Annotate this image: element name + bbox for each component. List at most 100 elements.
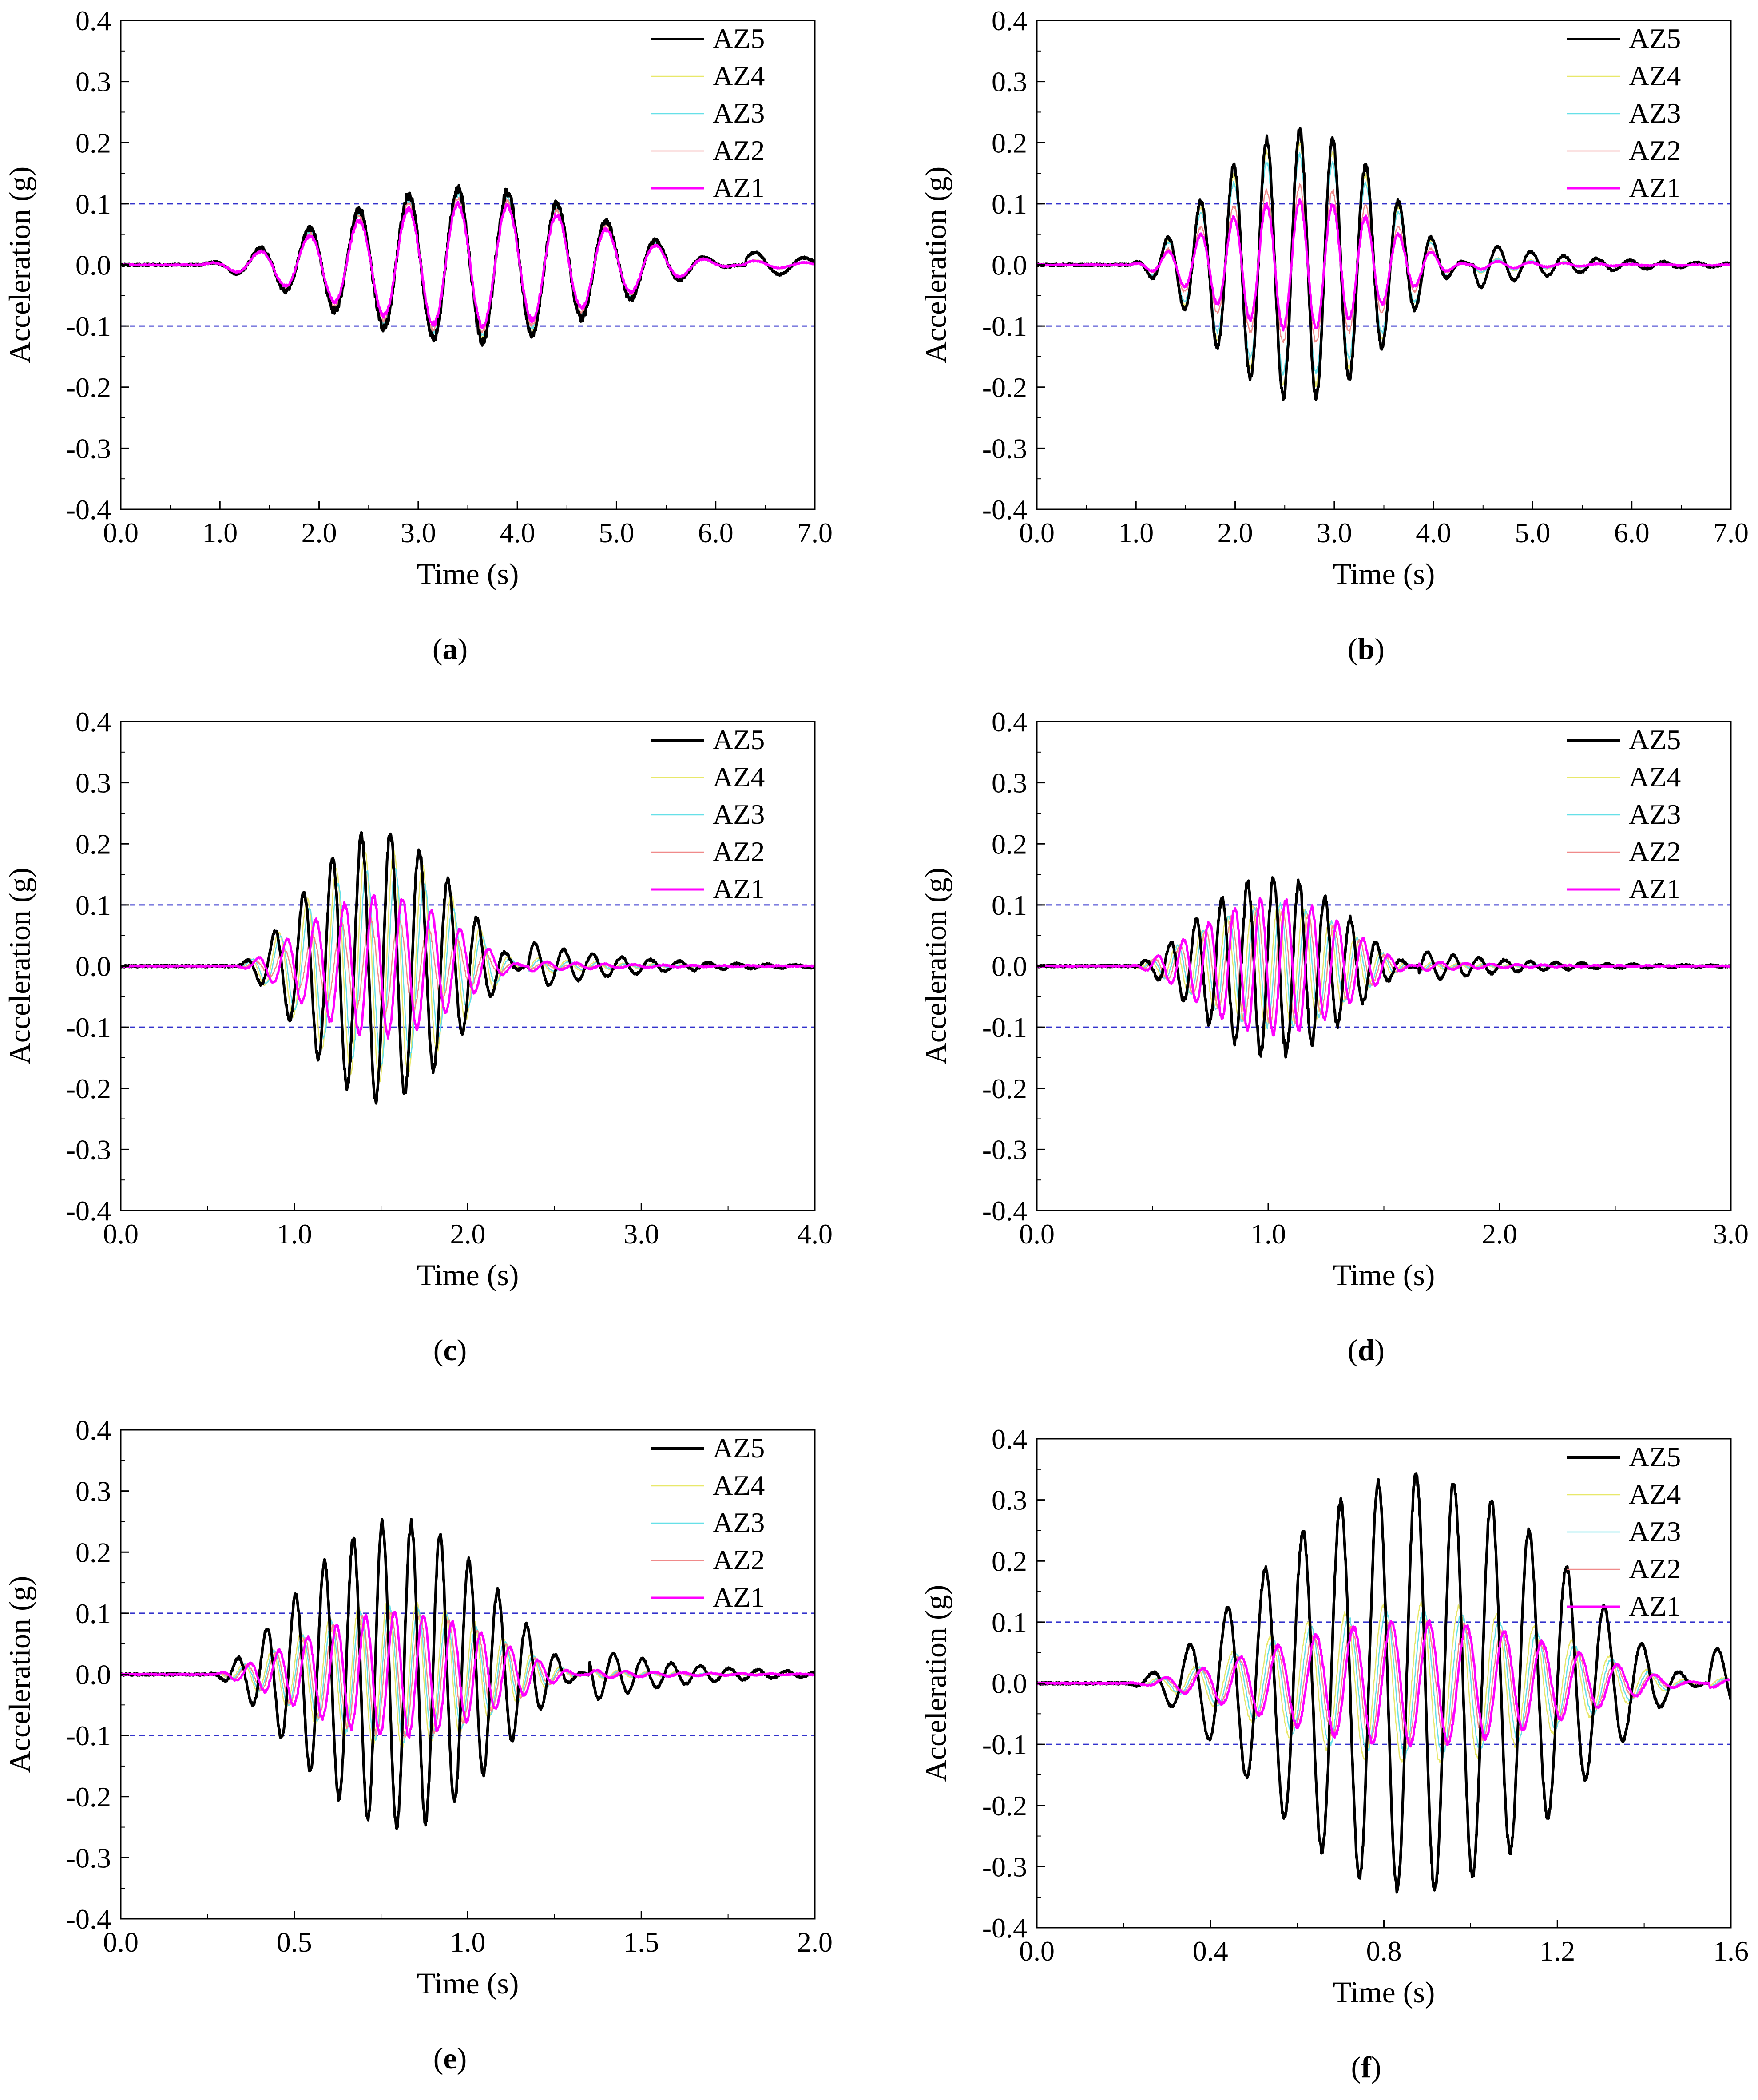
x-tick-label: 2.0: [302, 517, 337, 548]
y-tick-label: -0.1: [66, 1012, 111, 1043]
legend-label-az1: AZ1: [1629, 172, 1681, 203]
y-tick-label: 0.3: [75, 1476, 111, 1507]
x-tick-label: 1.2: [1540, 1935, 1575, 1967]
y-tick-label: -0.2: [982, 1790, 1027, 1822]
legend-label-az5: AZ5: [1629, 1441, 1681, 1473]
series-group: [121, 183, 815, 347]
series-group: [1037, 127, 1731, 401]
chart-panel-f: 0.40.30.20.10.0-0.1-0.2-0.3-0.40.0 0.4 0.8…: [919, 1423, 1749, 2084]
y-tick-label: 0.4: [75, 706, 111, 738]
legend-label-az5: AZ5: [713, 1432, 765, 1464]
y-tick-label: 0.4: [75, 5, 111, 36]
x-tick-label: 0.5: [277, 1926, 312, 1958]
y-tick-label: 0.1: [992, 188, 1027, 220]
y-tick-label: -0.1: [982, 310, 1027, 342]
x-tick-label: 0.8: [1366, 1935, 1402, 1967]
series-az1: [1037, 198, 1731, 332]
legend-label-az2: AZ2: [713, 135, 765, 166]
y-axis-label: Acceleration (g): [919, 868, 952, 1065]
series-az5: [1037, 127, 1731, 401]
panel-label: (b): [1348, 632, 1385, 666]
y-tick-label: -0.3: [66, 1134, 111, 1165]
x-tick-label: 2.0: [797, 1926, 833, 1958]
legend-label-az2: AZ2: [1629, 836, 1681, 867]
series-az1: [121, 1611, 815, 1739]
series-az5: [121, 1518, 815, 1830]
chart-panel-e: 0.40.30.20.10.0-0.1-0.2-0.3-0.40.0 0.5 1.0…: [3, 1414, 833, 2075]
y-tick-label: 0.0: [992, 951, 1027, 982]
y-tick-label: 0.2: [75, 127, 111, 159]
y-tick-label: -0.4: [66, 494, 111, 525]
x-axis-label: Time (s): [417, 1258, 519, 1292]
x-tick-label: 0.4: [1193, 1935, 1228, 1967]
panel-label: (c): [433, 1333, 467, 1367]
y-tick-label: -0.3: [66, 1842, 111, 1874]
x-tick-label: 7.0: [1713, 517, 1749, 548]
x-tick-label: 0.0: [1019, 517, 1055, 548]
y-tick-label: 0.2: [992, 1545, 1027, 1577]
y-tick-label: 0.4: [992, 706, 1027, 738]
x-tick-label: 4.0: [797, 1218, 833, 1250]
legend-label-az1: AZ1: [713, 172, 765, 203]
legend: AZ5 AZ4 AZ3 AZ2 AZ1: [1567, 724, 1681, 905]
x-axis-label: Time (s): [1333, 1258, 1435, 1292]
y-tick-label: 0.1: [75, 889, 111, 921]
x-tick-label: 1.0: [202, 517, 238, 548]
y-tick-label: 0.1: [992, 1607, 1027, 1638]
y-tick-label: 0.4: [992, 1423, 1027, 1455]
series-az5: [1037, 1472, 1731, 1894]
y-tick-label: 0.4: [75, 1414, 111, 1446]
series-az1: [1037, 1619, 1731, 1748]
chart-panel-c: 0.40.30.20.10.0-0.1-0.2-0.3-0.40.0 1.0 2.0…: [3, 706, 833, 1367]
y-tick-label: 0.3: [75, 66, 111, 98]
y-tick-label: -0.3: [982, 433, 1027, 464]
x-axis-label: Time (s): [1333, 1975, 1435, 2009]
x-tick-label: 4.0: [500, 517, 535, 548]
legend: AZ5 AZ4 AZ3 AZ2 AZ1: [651, 1432, 765, 1613]
legend-label-az4: AZ4: [713, 761, 765, 793]
y-tick-label: -0.2: [982, 372, 1027, 403]
y-tick-label: 0.1: [992, 889, 1027, 921]
legend-label-az2: AZ2: [1629, 1553, 1681, 1584]
legend-label-az3: AZ3: [1629, 798, 1681, 830]
y-tick-label: -0.3: [982, 1134, 1027, 1165]
y-tick-label: -0.1: [66, 1720, 111, 1751]
x-tick-label: 0.0: [103, 1926, 139, 1958]
x-axis-label: Time (s): [417, 1966, 519, 2000]
legend-label-az4: AZ4: [713, 1469, 765, 1501]
legend: AZ5 AZ4 AZ3 AZ2 AZ1: [1567, 1441, 1681, 1622]
x-tick-label: 2.0: [1482, 1218, 1517, 1250]
legend-label-az3: AZ3: [1629, 1516, 1681, 1547]
x-tick-label: 0.0: [103, 517, 139, 548]
chart-panel-a: 0.40.30.20.10.0-0.1-0.2-0.3-0.40.0 1.0 2.0…: [3, 5, 833, 666]
y-tick-label: 0.4: [992, 5, 1027, 36]
y-axis-label: Acceleration (g): [919, 1585, 952, 1782]
y-tick-label: 0.3: [992, 66, 1027, 98]
y-tick-label: -0.1: [982, 1012, 1027, 1043]
series-group: [1037, 1472, 1731, 1894]
legend-label-az4: AZ4: [1629, 1478, 1681, 1510]
x-tick-label: 3.0: [401, 517, 436, 548]
x-tick-label: 5.0: [599, 517, 634, 548]
series-group: [121, 831, 815, 1105]
x-tick-label: 3.0: [1713, 1218, 1749, 1250]
y-tick-label: 0.0: [75, 250, 111, 281]
x-tick-label: 2.0: [450, 1218, 486, 1250]
y-tick-label: -0.1: [982, 1729, 1027, 1760]
x-tick-label: 6.0: [1614, 517, 1650, 548]
legend-label-az2: AZ2: [713, 836, 765, 867]
x-tick-label: 3.0: [623, 1218, 659, 1250]
x-axis-label: Time (s): [1333, 557, 1435, 591]
x-tick-label: 1.0: [450, 1926, 486, 1958]
y-tick-label: -0.2: [66, 1781, 111, 1813]
legend-label-az2: AZ2: [1629, 135, 1681, 166]
x-tick-label: 3.0: [1317, 517, 1352, 548]
y-tick-label: 0.2: [75, 1536, 111, 1568]
series-group: [121, 1518, 815, 1830]
series-az1: [121, 200, 815, 329]
x-tick-label: 5.0: [1515, 517, 1550, 548]
y-tick-label: -0.2: [982, 1073, 1027, 1104]
y-tick-label: 0.3: [992, 1485, 1027, 1516]
series-az3: [121, 191, 815, 337]
